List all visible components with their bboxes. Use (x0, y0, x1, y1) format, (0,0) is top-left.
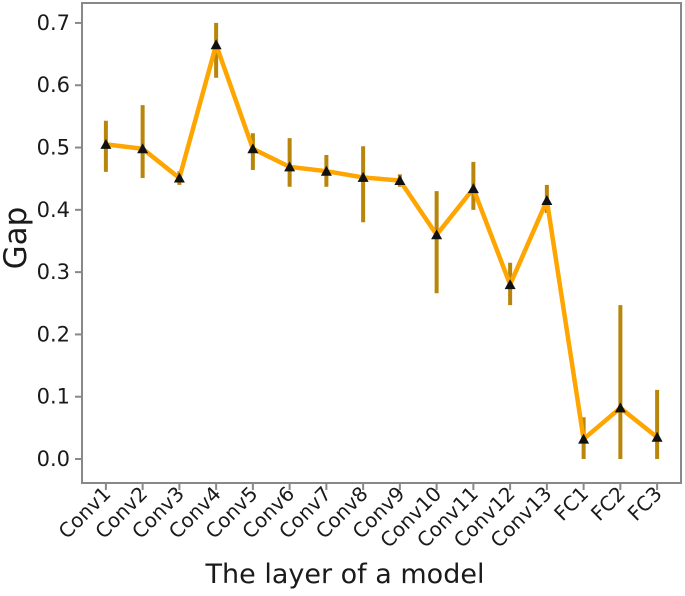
data-point-marker (467, 183, 479, 194)
y-tick-label: 0.3 (37, 260, 70, 284)
y-axis-label: Gap (0, 207, 34, 270)
data-point-marker (651, 431, 663, 442)
data-point-marker (137, 143, 149, 154)
data-point-marker (284, 161, 296, 172)
plot-border (81, 2, 682, 484)
data-point-marker (614, 402, 626, 413)
y-tick-label: 0.6 (37, 73, 70, 97)
y-tick-label: 0.1 (37, 385, 70, 409)
data-line (103, 42, 660, 442)
data-point-marker (578, 433, 590, 444)
data-point-marker (431, 229, 443, 240)
data-point-marker (320, 165, 332, 176)
y-tick-label: 0.5 (37, 136, 70, 160)
y-tick-label: 0.0 (37, 447, 70, 471)
y-tick-label: 0.2 (37, 322, 70, 346)
data-point-marker (504, 279, 516, 290)
data-point-marker (173, 172, 185, 183)
data-point-marker (357, 171, 369, 182)
data-point-marker (210, 39, 222, 50)
y-tick-label: 0.7 (37, 11, 70, 35)
data-point-marker (541, 194, 553, 205)
data-point-marker (394, 175, 406, 186)
data-point-marker (247, 143, 259, 154)
y-tick-label: 0.4 (37, 198, 70, 222)
x-axis-label: The layer of a model (205, 559, 485, 590)
data-point-marker (100, 138, 112, 149)
